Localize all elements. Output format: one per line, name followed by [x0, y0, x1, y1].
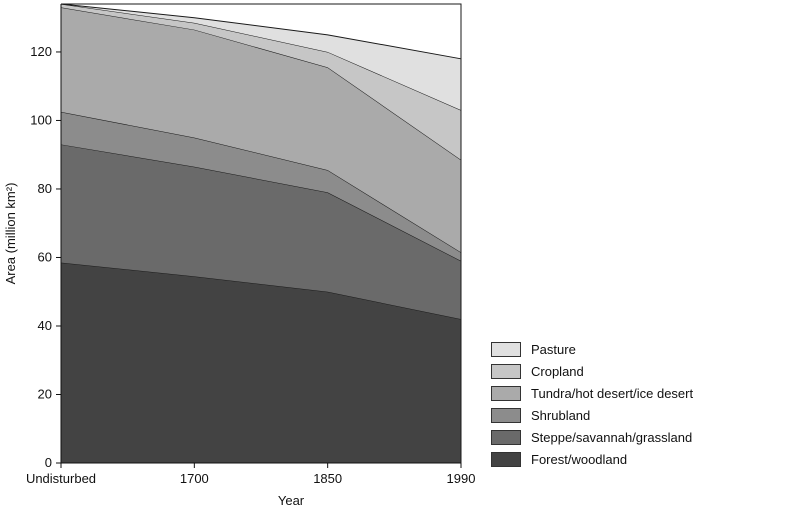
legend-item: Steppe/savannah/grassland	[491, 426, 791, 448]
plot-frame	[61, 3, 462, 463]
x-tick-label: 1990	[447, 471, 476, 486]
area-steppe-savannah-grassland	[61, 144, 461, 320]
area-layers	[60, 3, 462, 463]
y-tick-label: 60	[38, 249, 52, 264]
legend-label: Tundra/hot desert/ice desert	[531, 385, 694, 401]
area-forest-woodland	[61, 262, 461, 463]
y-tick-label: 120	[30, 44, 52, 59]
area-tundra-hot-desert-ice-desert	[61, 7, 461, 253]
x-axis-title: Year	[278, 493, 305, 508]
y-axis-title: Area (million km²)	[3, 183, 18, 285]
legend-label: Shrubland	[531, 407, 591, 423]
x-tick-label: 1850	[313, 471, 342, 486]
legend-swatch	[491, 407, 521, 423]
legend: Pasture Cropland Tundra/hot desert/ice des…	[491, 338, 791, 470]
series-boundary-line	[60, 3, 462, 60]
y-tick-label: 40	[38, 318, 52, 333]
y-ticks: 0 20 40 60 80 100 120	[30, 44, 61, 470]
x-ticks: Undisturbed 1700 1850 1990	[26, 463, 476, 486]
legend-swatch	[491, 451, 521, 467]
legend-item: Forest/woodland	[491, 448, 791, 470]
legend-item: Tundra/hot desert/ice desert	[491, 382, 791, 404]
area-shrubland	[61, 111, 461, 261]
legend-swatch	[491, 341, 521, 357]
x-tick-label: Undisturbed	[26, 471, 96, 486]
legend-item: Cropland	[491, 360, 791, 382]
axes	[60, 4, 461, 464]
legend-swatch	[491, 385, 521, 401]
y-tick-label: 0	[45, 455, 52, 470]
legend-label: Pasture	[531, 341, 576, 357]
legend-item: Shrubland	[491, 404, 791, 426]
y-tick-label: 80	[38, 181, 52, 196]
y-tick-label: 100	[30, 112, 52, 127]
legend-label: Steppe/savannah/grassland	[531, 429, 693, 445]
legend-swatch	[491, 363, 521, 379]
legend-label: Cropland	[531, 363, 584, 379]
legend-label: Forest/woodland	[531, 451, 628, 467]
area-pasture	[61, 4, 461, 111]
area-cropland	[61, 4, 461, 160]
legend-item: Pasture	[491, 338, 791, 360]
legend-swatch	[491, 429, 521, 445]
x-tick-label: 1700	[180, 471, 209, 486]
y-tick-label: 20	[38, 386, 52, 401]
